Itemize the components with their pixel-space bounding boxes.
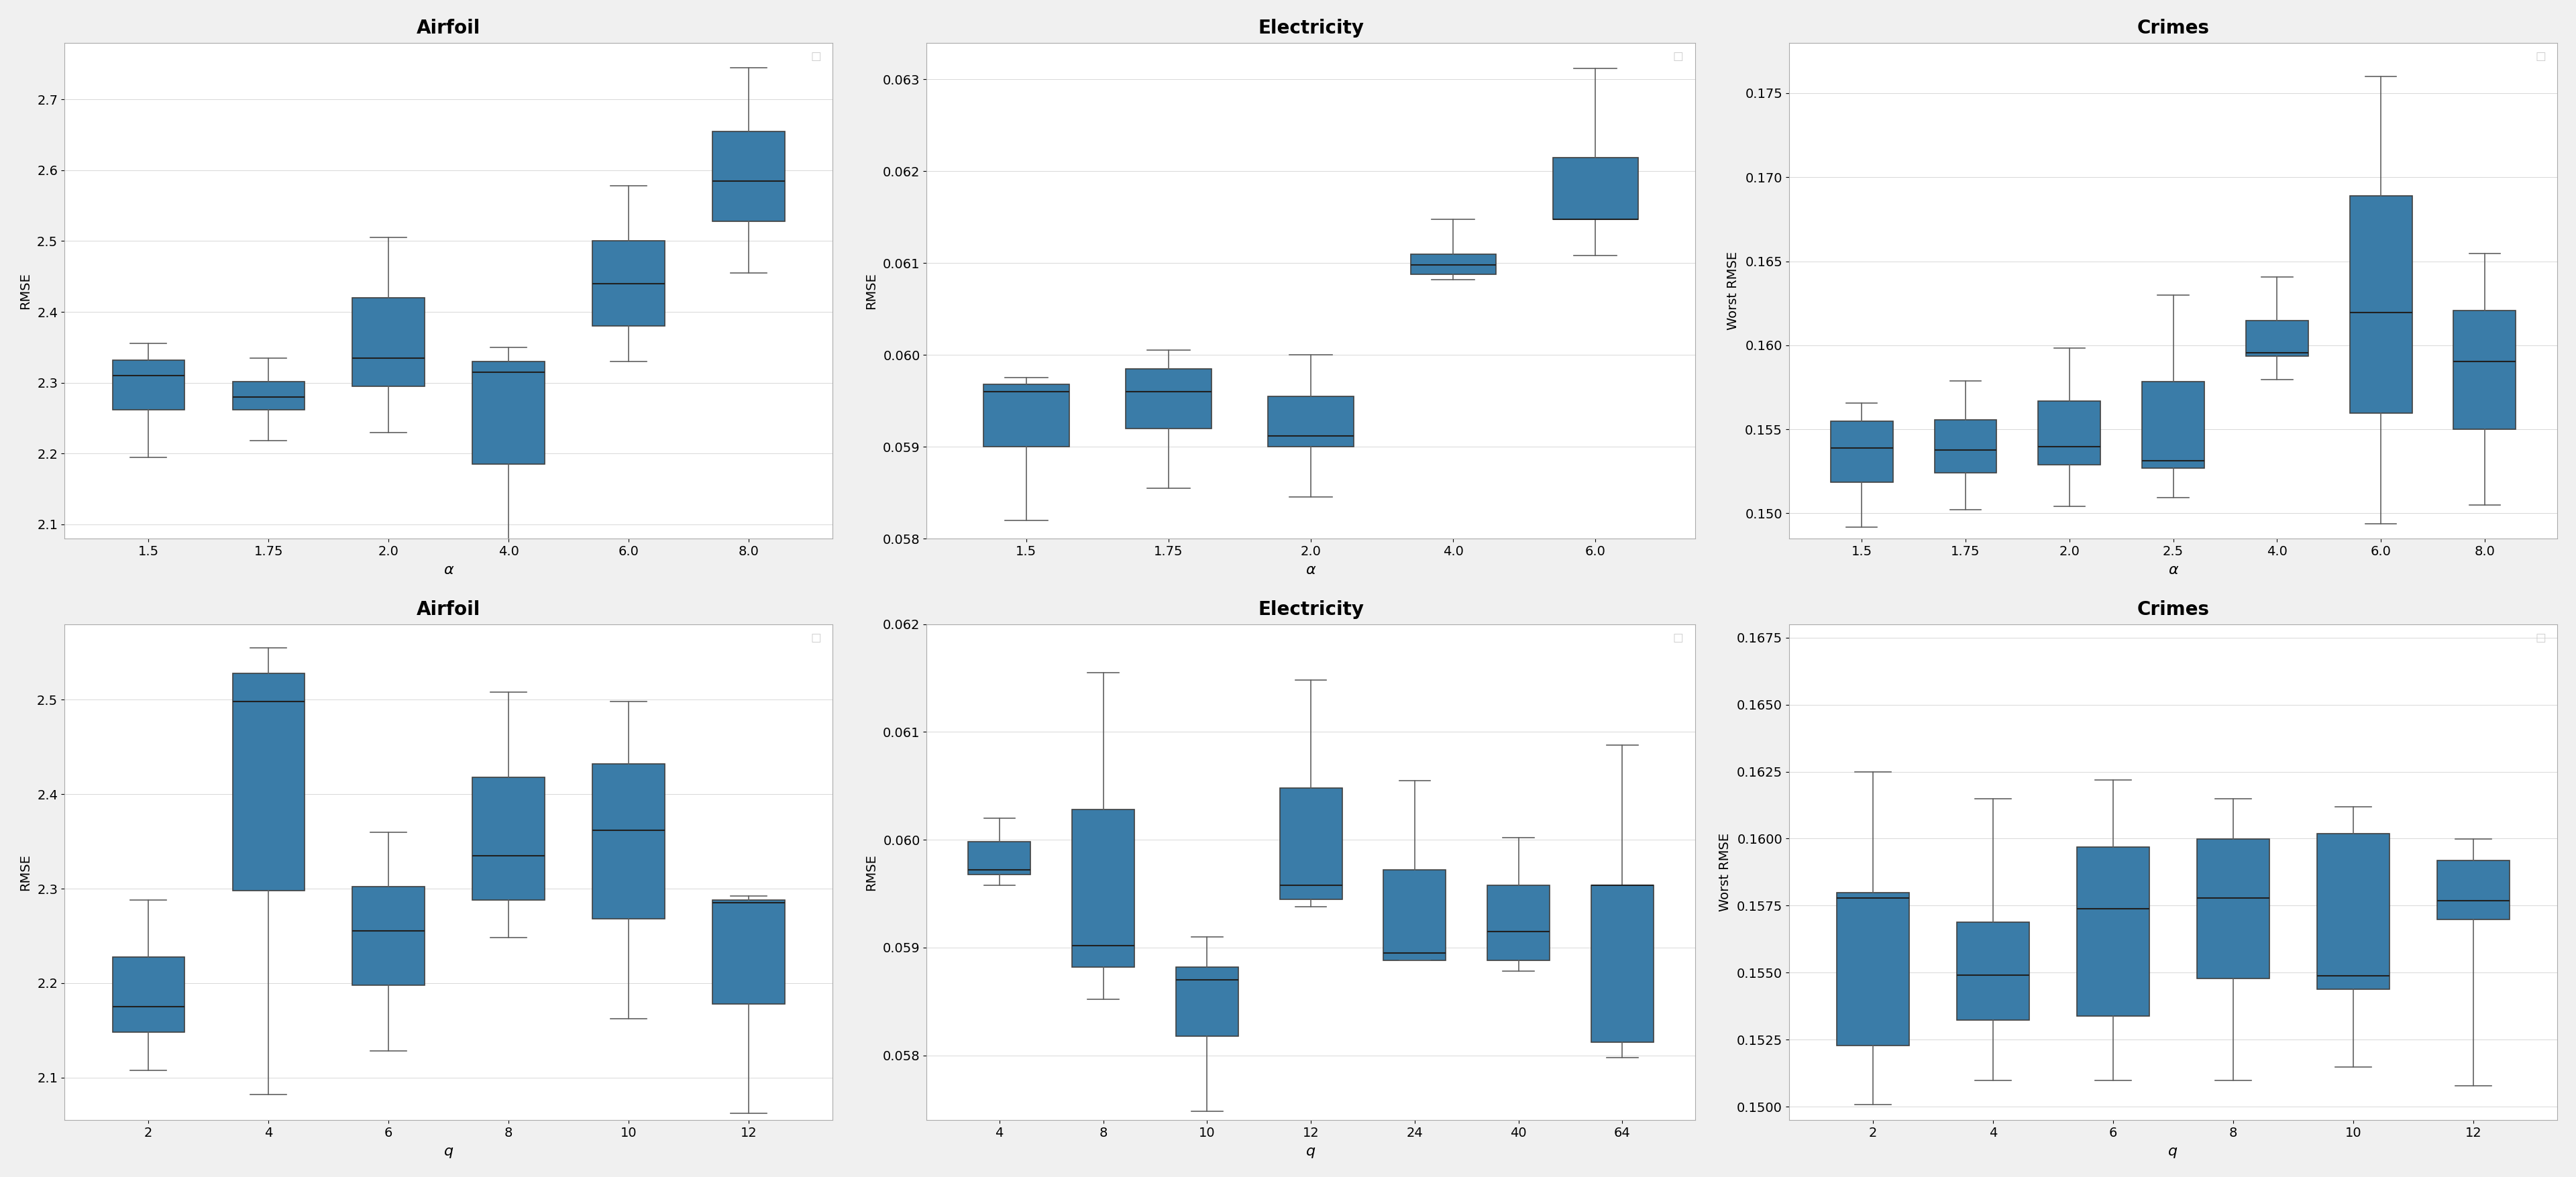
- PathPatch shape: [984, 385, 1069, 447]
- PathPatch shape: [1837, 893, 1909, 1045]
- X-axis label: α: α: [443, 564, 453, 577]
- PathPatch shape: [232, 673, 304, 891]
- X-axis label: q: q: [2169, 1145, 2177, 1158]
- PathPatch shape: [1267, 397, 1352, 447]
- PathPatch shape: [592, 241, 665, 326]
- PathPatch shape: [2246, 320, 2308, 357]
- PathPatch shape: [2076, 847, 2148, 1016]
- PathPatch shape: [1832, 421, 1893, 483]
- PathPatch shape: [1280, 789, 1342, 899]
- PathPatch shape: [1126, 368, 1211, 428]
- PathPatch shape: [1592, 885, 1654, 1043]
- Y-axis label: RMSE: RMSE: [18, 853, 31, 891]
- Title: Electricity: Electricity: [1257, 600, 1363, 619]
- PathPatch shape: [353, 886, 425, 985]
- Title: Airfoil: Airfoil: [417, 600, 482, 619]
- PathPatch shape: [714, 900, 786, 1004]
- Text: □: □: [2535, 51, 2545, 62]
- PathPatch shape: [353, 298, 425, 386]
- PathPatch shape: [1412, 254, 1497, 274]
- PathPatch shape: [2197, 839, 2269, 978]
- Text: □: □: [811, 632, 822, 644]
- Y-axis label: RMSE: RMSE: [866, 853, 878, 891]
- Title: Electricity: Electricity: [1257, 19, 1363, 38]
- Title: Crimes: Crimes: [2138, 19, 2210, 38]
- PathPatch shape: [2038, 401, 2099, 465]
- PathPatch shape: [592, 764, 665, 919]
- PathPatch shape: [2318, 833, 2391, 990]
- PathPatch shape: [2437, 860, 2509, 919]
- Text: □: □: [2535, 632, 2545, 644]
- Y-axis label: Worst RMSE: Worst RMSE: [1718, 833, 1731, 911]
- X-axis label: α: α: [2169, 564, 2179, 577]
- PathPatch shape: [2349, 197, 2411, 413]
- PathPatch shape: [471, 361, 544, 464]
- PathPatch shape: [1486, 885, 1551, 960]
- PathPatch shape: [1175, 967, 1239, 1036]
- PathPatch shape: [1383, 870, 1445, 960]
- PathPatch shape: [2143, 381, 2205, 468]
- X-axis label: α: α: [1306, 564, 1316, 577]
- X-axis label: q: q: [443, 1145, 453, 1158]
- Title: Crimes: Crimes: [2138, 600, 2210, 619]
- PathPatch shape: [969, 842, 1030, 875]
- Y-axis label: RMSE: RMSE: [18, 272, 31, 310]
- Title: Airfoil: Airfoil: [417, 19, 482, 38]
- Y-axis label: Worst RMSE: Worst RMSE: [1726, 252, 1739, 330]
- PathPatch shape: [113, 957, 185, 1032]
- Text: □: □: [1672, 51, 1685, 62]
- PathPatch shape: [113, 360, 185, 410]
- Y-axis label: RMSE: RMSE: [866, 272, 878, 310]
- PathPatch shape: [471, 777, 544, 900]
- PathPatch shape: [232, 381, 304, 410]
- PathPatch shape: [1553, 158, 1638, 219]
- PathPatch shape: [1072, 810, 1133, 967]
- PathPatch shape: [1935, 420, 1996, 473]
- PathPatch shape: [2452, 311, 2517, 428]
- Text: □: □: [811, 51, 822, 62]
- PathPatch shape: [714, 132, 786, 221]
- X-axis label: q: q: [1306, 1145, 1316, 1158]
- PathPatch shape: [1958, 923, 2030, 1020]
- Text: □: □: [1672, 632, 1685, 644]
